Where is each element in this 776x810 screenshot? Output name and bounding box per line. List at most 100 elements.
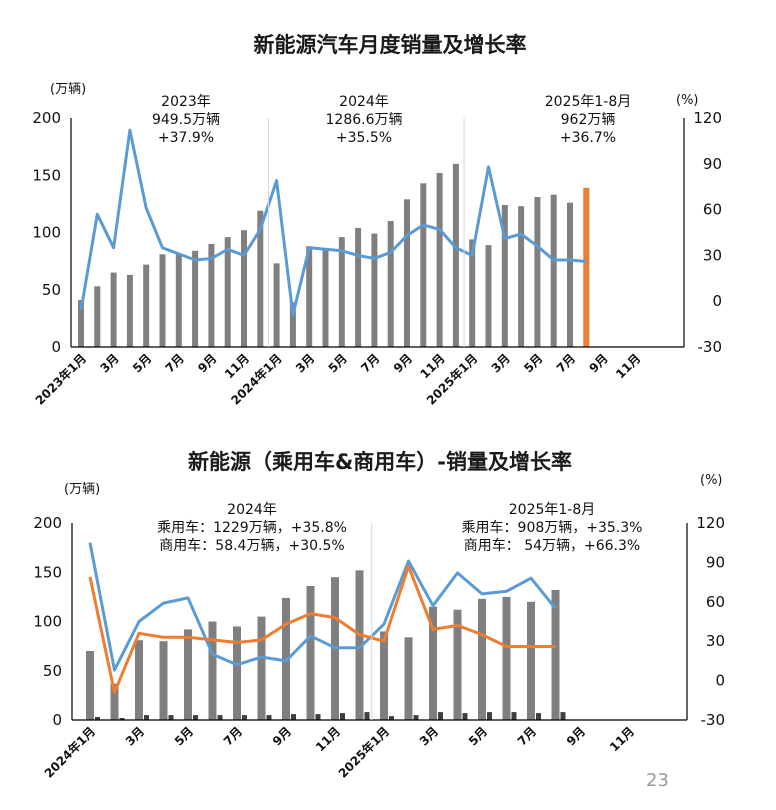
page-number: 23 — [646, 770, 669, 791]
annotation-line: 1286.6万辆 — [326, 112, 403, 128]
chart-1-left-unit: (万辆) — [50, 82, 86, 97]
bar — [567, 202, 573, 347]
bar-passenger — [380, 631, 388, 720]
bar-passenger — [478, 598, 486, 720]
bar-commercial — [364, 712, 370, 720]
bar — [534, 197, 541, 347]
bar — [289, 302, 296, 347]
bar — [387, 221, 394, 347]
y-right-tick-label: -30 — [701, 711, 726, 729]
bar-passenger — [527, 601, 535, 720]
x-tick-label: 3月 — [123, 724, 147, 748]
bar-commercial — [242, 715, 247, 720]
bar — [550, 194, 557, 347]
chart-2-title: 新能源（乘用车&商用车）-销量及增长率 — [188, 450, 572, 474]
annotation-line: 商用车： 54万辆，+66.3% — [464, 537, 640, 554]
bar — [355, 227, 362, 347]
growth-line-commercial — [88, 542, 557, 672]
annotation-line: 乘用车：1229万辆，+35.8% — [157, 519, 347, 536]
bar-commercial — [193, 715, 198, 720]
annotation-line: 商用车：58.4万辆，+30.5% — [159, 537, 344, 554]
bar-passenger — [306, 586, 315, 720]
y-right-tick-label: 30 — [703, 246, 722, 264]
x-tick-label: 11月 — [313, 724, 343, 754]
growth-line-passenger — [88, 564, 556, 694]
annotation-line: 2025年1-8月 — [509, 502, 596, 518]
chart-1: 新能源汽车月度销量及增长率 (万辆) (%) 0 50 100 150 200 -30 0 3… — [32, 33, 722, 408]
x-tick-label: 7月 — [554, 351, 578, 375]
x-tick-label: 3月 — [417, 724, 441, 748]
chart-1-right-unit: (%) — [676, 93, 699, 108]
bar-commercial — [511, 712, 517, 720]
chart-1-annotations: 2023年949.5万辆+37.9%2024年1286.6万辆+35.5%202… — [152, 94, 631, 146]
bar-commercial — [487, 712, 492, 720]
bar-passenger — [453, 609, 462, 720]
bar-commercial — [266, 715, 272, 720]
x-tick-label: 7月 — [358, 351, 382, 375]
bar-commercial — [168, 715, 174, 720]
bar — [436, 173, 443, 347]
y-right-tick-label: 0 — [715, 672, 725, 690]
bar-commercial — [462, 713, 468, 720]
bar — [485, 245, 492, 347]
bar — [110, 272, 117, 347]
bar-commercial — [389, 716, 394, 720]
bar-passenger — [502, 596, 511, 720]
year-annotation: 2024年 1286.6万辆 +35.5% — [326, 94, 403, 146]
bar-passenger — [110, 683, 119, 720]
y-left-tick-label: 200 — [33, 514, 62, 532]
annotation-line: 962万辆 — [561, 112, 616, 128]
y-right-tick-label: 60 — [706, 593, 725, 611]
bar-passenger — [135, 640, 143, 720]
bar-commercial — [315, 714, 321, 720]
annotation-line: +35.5% — [336, 130, 392, 146]
bar — [192, 250, 199, 347]
bar — [94, 286, 101, 347]
chart-2: 新能源（乘用车&商用车）-销量及增长率 (万辆) (%) 0 50 100 150 20… — [33, 450, 725, 781]
bar-passenger — [429, 606, 437, 720]
y-right-tick-label: -30 — [698, 338, 723, 356]
bar — [371, 233, 378, 347]
y-left-tick-label: 200 — [32, 109, 61, 127]
bar-commercial — [217, 715, 223, 720]
bar-commercial — [413, 715, 419, 720]
annotation-line: 2023年 — [161, 94, 211, 110]
bar — [518, 206, 525, 347]
bar-passenger — [208, 621, 217, 720]
annotation-line: 2024年 — [227, 502, 277, 518]
y-right-tick-label: 60 — [703, 201, 722, 219]
bar-commercial — [340, 713, 345, 720]
y-left-tick-label: 50 — [42, 281, 61, 299]
x-tick-label: 11月 — [607, 724, 637, 754]
y-right-tick-label: 30 — [706, 632, 725, 650]
bar-passenger — [355, 570, 364, 720]
x-tick-label: 5月 — [326, 351, 350, 375]
bar — [306, 246, 313, 347]
y-right-tick-label: 90 — [706, 553, 725, 571]
bar — [143, 264, 150, 347]
x-tick-label: 11月 — [418, 351, 448, 381]
bar — [126, 274, 133, 347]
x-tick-label: 5月 — [172, 724, 196, 748]
x-tick-label: 9月 — [391, 351, 415, 375]
y-right-tick-label: 120 — [693, 109, 722, 127]
bar — [404, 199, 410, 347]
bar — [273, 263, 280, 347]
y-right-tick-label: 0 — [712, 292, 722, 310]
bar-passenger — [551, 590, 560, 720]
year-annotation: 2023年 949.5万辆 +37.9% — [152, 94, 220, 146]
x-tick-label: 2023年1月 — [32, 351, 89, 408]
bar — [257, 210, 264, 347]
annotation-line: +37.9% — [158, 130, 214, 146]
chart-1-title: 新能源汽车月度销量及增长率 — [254, 33, 527, 57]
y-left-tick-label: 150 — [32, 166, 61, 184]
x-tick-label: 3月 — [489, 351, 513, 375]
chart-2-left-unit: (万辆) — [64, 482, 100, 497]
bar-passenger — [184, 629, 192, 720]
y-left-tick-label: 100 — [33, 613, 62, 631]
x-tick-label: 3月 — [97, 351, 121, 375]
y-right-tick-label: 90 — [703, 155, 722, 173]
chart-1-growth-line — [79, 128, 587, 317]
